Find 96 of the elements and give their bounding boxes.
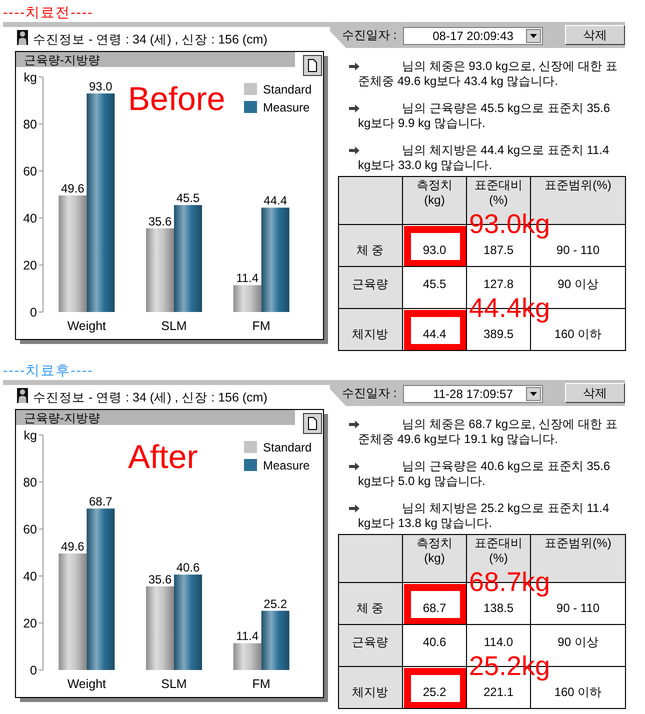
text: 93.0 xyxy=(422,243,446,257)
text: 221.1 xyxy=(483,685,514,699)
x-tick-label: SLM xyxy=(161,319,187,333)
y-tick-label: 60 xyxy=(23,522,38,536)
bar xyxy=(233,643,262,670)
legend-label: Measure xyxy=(263,458,310,472)
y-axis-title: kg xyxy=(24,70,38,84)
button: 삭제 xyxy=(565,383,625,403)
text: 님의 체지방은 25.2 kg으로 표준치 11.4 kg보다 13.8 kg 많습니다. xyxy=(358,501,610,531)
category-label: 체 중 xyxy=(356,243,384,257)
text: 님의 근육량은 45.5 kg으로 표준치 35.6 kg보다 9.9 kg 많습니다. xyxy=(358,101,612,131)
bar xyxy=(146,586,174,670)
data-label: 40.6 xyxy=(176,560,200,575)
y-tick-label: 0 xyxy=(30,306,38,320)
y-axis-title: kg xyxy=(24,428,38,442)
category-label: 표준범위(%) xyxy=(544,178,612,193)
chart-title: 근육량-지방량 xyxy=(24,53,100,67)
text: 90 - 110 xyxy=(556,601,600,615)
chart-subtitle: 수진정보 - 연령 : 34 (세) , 신장 : 156 (cm) xyxy=(33,32,268,46)
y-tick-label: 80 xyxy=(23,476,38,490)
legend-label: Standard xyxy=(263,440,312,454)
text: 45.5 xyxy=(422,277,446,291)
text: 114.0 xyxy=(484,635,514,649)
data-label: 45.5 xyxy=(176,191,200,206)
text: 389.5 xyxy=(483,327,514,341)
text: 90 이상 xyxy=(558,635,598,649)
data-label: 49.6 xyxy=(60,181,85,196)
category-label: 표준대비 (%) xyxy=(474,536,524,566)
bar xyxy=(58,553,87,670)
annotation: After xyxy=(128,438,198,475)
text: 님의 체중은 93.0 kg으로, 신장에 대한 표준체중 49.6 kg보다 43.4 kg 많습니다. xyxy=(358,59,618,89)
text: 수진일자 : xyxy=(342,28,397,43)
bar xyxy=(86,93,115,312)
text: 40.6 xyxy=(422,635,446,649)
y-tick-label: 40 xyxy=(23,570,38,584)
y-tick-label: 40 xyxy=(23,212,38,226)
data-label: 68.7 xyxy=(88,494,113,509)
y-tick-label: 20 xyxy=(23,258,38,272)
y-tick-label: 20 xyxy=(23,616,38,630)
category-label: 표준대비 (%) xyxy=(474,178,524,208)
data-label: 93.0 xyxy=(88,79,113,94)
bar xyxy=(174,205,202,312)
data-label: 49.6 xyxy=(60,539,85,554)
text: 44.4 xyxy=(422,327,446,341)
text: 68.7 xyxy=(422,601,446,615)
text: 수진일자 : xyxy=(342,386,397,401)
text: 187.5 xyxy=(483,243,514,257)
text: 160 이하 xyxy=(554,685,602,699)
bar xyxy=(174,574,202,670)
button: 삭제 xyxy=(565,25,625,45)
legend-label: Measure xyxy=(263,100,310,114)
x-tick-label: FM xyxy=(252,677,270,691)
text: 님의 체지방은 44.4 kg으로 표준치 11.4 kg보다 33.0 kg 많습니다. xyxy=(358,143,610,173)
data-label: 11.4 xyxy=(236,271,259,286)
category-label: 체 중 xyxy=(356,601,384,615)
data-label: 44.4 xyxy=(264,194,288,208)
text: 님의 근육량은 40.6 kg으로 표준치 35.6 kg보다 5.0 kg 많습니다. xyxy=(358,459,612,489)
y-tick-label: 60 xyxy=(23,164,38,178)
annotation: Before xyxy=(128,80,226,117)
text: 138.5 xyxy=(483,601,514,615)
category-label: 근육량 xyxy=(352,277,388,291)
bar xyxy=(146,228,174,312)
data-label: 25.2 xyxy=(264,596,288,611)
x-tick-label: SLM xyxy=(161,677,187,691)
text: 90 이상 xyxy=(558,277,598,291)
dropdown: 08-17 20:09:43 xyxy=(403,27,543,45)
data-label: 35.6 xyxy=(148,214,172,228)
text: 25.2 xyxy=(422,685,446,699)
category-label: 측정치 (kg) xyxy=(416,178,454,208)
y-tick-label: 80 xyxy=(23,118,38,132)
bar xyxy=(261,610,290,670)
data-label: 11.4 xyxy=(236,629,259,644)
text: 127.8 xyxy=(483,277,514,291)
x-tick-label: Weight xyxy=(67,677,107,691)
text: ----치료후---- xyxy=(3,362,94,378)
dropdown: 11-28 17:09:57 xyxy=(403,385,543,403)
category-label: 근육량 xyxy=(352,635,388,649)
bar xyxy=(58,195,87,312)
text: ----치료전---- xyxy=(3,4,94,20)
y-tick-label: 0 xyxy=(30,664,38,678)
text: 160 이하 xyxy=(554,327,602,341)
x-tick-label: FM xyxy=(252,319,270,333)
chart-subtitle: 수진정보 - 연령 : 34 (세) , 신장 : 156 (cm) xyxy=(33,390,268,404)
bar xyxy=(86,508,115,670)
chart-title: 근육량-지방량 xyxy=(24,411,100,425)
category-label: 측정치 (kg) xyxy=(416,536,454,566)
category-label: 체지방 xyxy=(352,327,388,341)
legend-label: Standard xyxy=(263,82,312,96)
text: 님의 체중은 68.7 kg으로, 신장에 대한 표준체중 49.6 kg보다 19.1 kg 많습니다. xyxy=(358,417,618,447)
category-label: 표준범위(%) xyxy=(544,536,612,551)
bar xyxy=(261,208,290,312)
text: 90 - 110 xyxy=(556,243,600,257)
data-label: 35.6 xyxy=(148,572,172,586)
bar xyxy=(233,285,262,312)
x-tick-label: Weight xyxy=(67,319,107,333)
category-label: 체지방 xyxy=(352,685,388,699)
